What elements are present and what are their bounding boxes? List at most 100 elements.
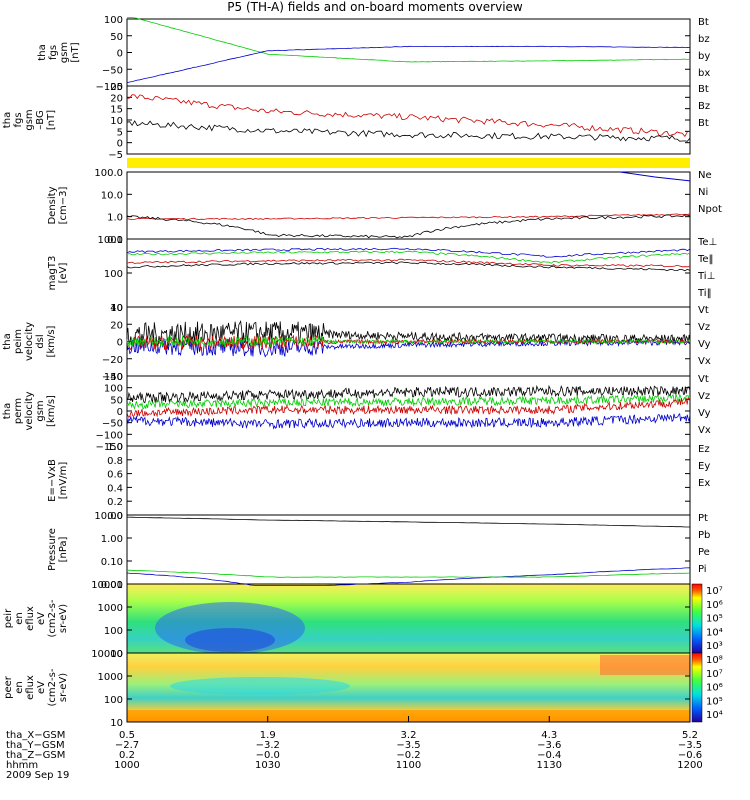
ion_spec-colorbar-label: 10⁶ [706,600,723,611]
ion_spec-colorbar-label: 10⁷ [706,586,723,597]
x-tick-label: −3.2 [256,740,280,751]
x-tick-label: −0.4 [537,750,561,761]
fgs-legend-1: bz [698,34,710,45]
velocity_gsm-ylabel-line: tha [2,403,13,419]
series-velocity_gsm-Vx [126,412,691,430]
velocity_perm-legend-2: Vy [698,339,711,350]
efield-ytick-label: 0.6 [107,470,123,481]
fgs_low-ylabel-line: gsm [24,109,35,130]
x-date-label: 2009 Sep 19 [6,770,69,781]
elec_spec-ylabel: thapeerenefluxeV(cm2-s-sr-eV) [0,668,69,706]
velocity_perm-ylabel-line: dsl [35,334,46,348]
fgs-legend-3: bx [698,68,710,79]
series-pressure-Pt [126,516,690,528]
velocity_perm-ylabel-line: tha [2,333,13,349]
ion_spec-ytick-label: 10 [110,649,123,660]
velocity_gsm-ytick-label: 100 [104,384,123,395]
fgs-legend-2: by [698,51,710,62]
series-velocity_perm-Vt [126,320,691,347]
fgs-legend: Bt bz by bx [698,17,710,79]
fgs_low-frame [126,85,691,155]
panel-fgs: 100 50 0 −50 −100 thafgsgsm[nT] Bt bz by bx [37,15,710,93]
velocity_gsm-ytick-label: −100 [96,430,123,441]
series-velocity_gsm-Vz [126,397,691,418]
series-temp-Te‖ [126,261,691,272]
ion_spec-colorbar-scale [691,583,703,654]
series-velocity_gsm-Vt [126,384,691,404]
x-tick-label: 1200 [677,760,702,771]
elec_spec-ylabel-line: eflux [25,675,36,700]
elec_spec-colorbar-scale [691,652,703,723]
density-legend: Ne Ni Npot [698,170,722,215]
ion_spec-ylabel-line: en [14,612,25,625]
elec_spec-ytick-label: 1000 [98,672,123,683]
density-ylabel: Density[cm−3] [47,186,69,224]
panel-temp: 1000 100 10 magT3[eV] Te⊥ Te‖ Ti⊥ Ti‖ [47,235,717,314]
velocity_perm-legend-3: Vx [698,356,711,367]
fgs-ylabel-line: [nT] [70,42,81,62]
x-tick-label: −3.6 [537,740,561,751]
panel-velocity_perm: 40200−20−40thapeimvelocitydsl[km/s]VtVzV… [2,303,711,383]
ion_spec-colorbar-label: 10⁵ [706,614,723,625]
velocity_gsm-ytick-label: −150 [96,442,123,453]
density-legend-1: Ni [698,187,708,198]
series-fgs-by [127,17,691,63]
density-ytick-label: 1.0 [107,213,123,224]
x-tick-label: −3.5 [396,740,420,751]
fgs-frame [126,18,691,87]
x-tick-label: 1030 [255,760,280,771]
series-density-Ne [126,213,691,220]
temp-ylabel-line: [eV] [58,263,69,284]
elec_spec-ylabel-line: peer [3,675,14,699]
fgs_low-ytick-label: 10 [110,116,123,127]
elec_spec-ylabel-line: eV [36,681,47,694]
series-fgs_low-Bt [126,120,691,142]
x-tick-label: −0.0 [256,750,280,761]
ion_spec-ytick-label: 100 [104,626,123,637]
fgs_low-ylabel: thafgsgsm–BG[nT] [2,109,57,130]
panel-ion_spec: 10⁷ 10⁶ 10⁵ 10⁴ 10³ 10000 1000 100 10 thapeirenef… [0,580,723,660]
efield-ytick-label: 0.8 [107,456,123,467]
series-pressure-Pe [126,569,691,578]
separator-bar [127,158,690,168]
panel-pressure: 10.00 1.00 0.10 0.01 Pressure[nPa] Pt Pb Pe Pi [47,511,710,591]
elec_spec-ylabel-line: tha [0,679,3,695]
temp-legend-2: Ti⊥ [697,271,715,282]
elec_spec-colorbar-label: 10⁴ [706,710,723,721]
fgs_low-ylabel-line: –BG [35,110,46,129]
ion_spec-ylabel: thapeirenefluxeV(cm2-s-sr-eV) [0,599,69,637]
temp-legend: Te⊥ Te‖ Ti⊥ Ti‖ [697,237,717,299]
x-tick-label: 3.2 [401,730,417,741]
density-legend-0: Ne [698,170,712,181]
velocity_perm-ylabel: thapeimvelocitydsl[km/s] [2,322,57,361]
density-ylabel-line: [cm−3] [58,187,69,225]
x-row-label: tha_Z−GSM [6,750,65,761]
velocity_perm-ylabel-line: velocity [24,322,35,361]
velocity_gsm-ylabel-line: velocity [24,391,35,430]
fgs-ylabel-line: gsm [59,42,70,63]
velocity_perm-ytick-label: −40 [102,372,123,383]
x-row-label: hhmm [6,760,38,771]
pressure-legend: Pt Pb Pe Pi [698,513,710,575]
temp-ytick-label: 10 [110,303,123,314]
elec_spec-colorbar-label: 10⁵ [706,696,723,707]
efield-ytick-label: 0.2 [107,497,123,508]
fgs_low-ytick-label: 15 [110,105,123,116]
density-legend-2: Npot [698,204,722,215]
density-ytick-label: 100.0 [94,168,123,179]
fgs-ytick-label: −100 [96,82,123,93]
x-tick-label: 4.3 [541,730,557,741]
elec_spec-colorbar-label: 10⁸ [706,655,723,666]
ion_spec-ytick-label: 10000 [91,580,123,591]
ion_spec-colorbar-label: 10³ [706,641,723,652]
fgs_low-ytick-label: 25 [110,82,123,93]
velocity_gsm-ytick-label: 0 [117,407,123,418]
fgs_low-ylabel-line: fgs [13,112,24,127]
fgs_low-legend-0: Bt [698,84,709,95]
fgs_low-ytick-label: −5 [108,150,123,161]
efield-ylabel: E=−VxB[mV/m] [47,459,69,502]
temp-ytick-label: 1000 [98,235,123,246]
velocity_gsm-legend-2: Vy [698,408,711,419]
efield-ylabel-line: E=−VxB [47,459,58,502]
